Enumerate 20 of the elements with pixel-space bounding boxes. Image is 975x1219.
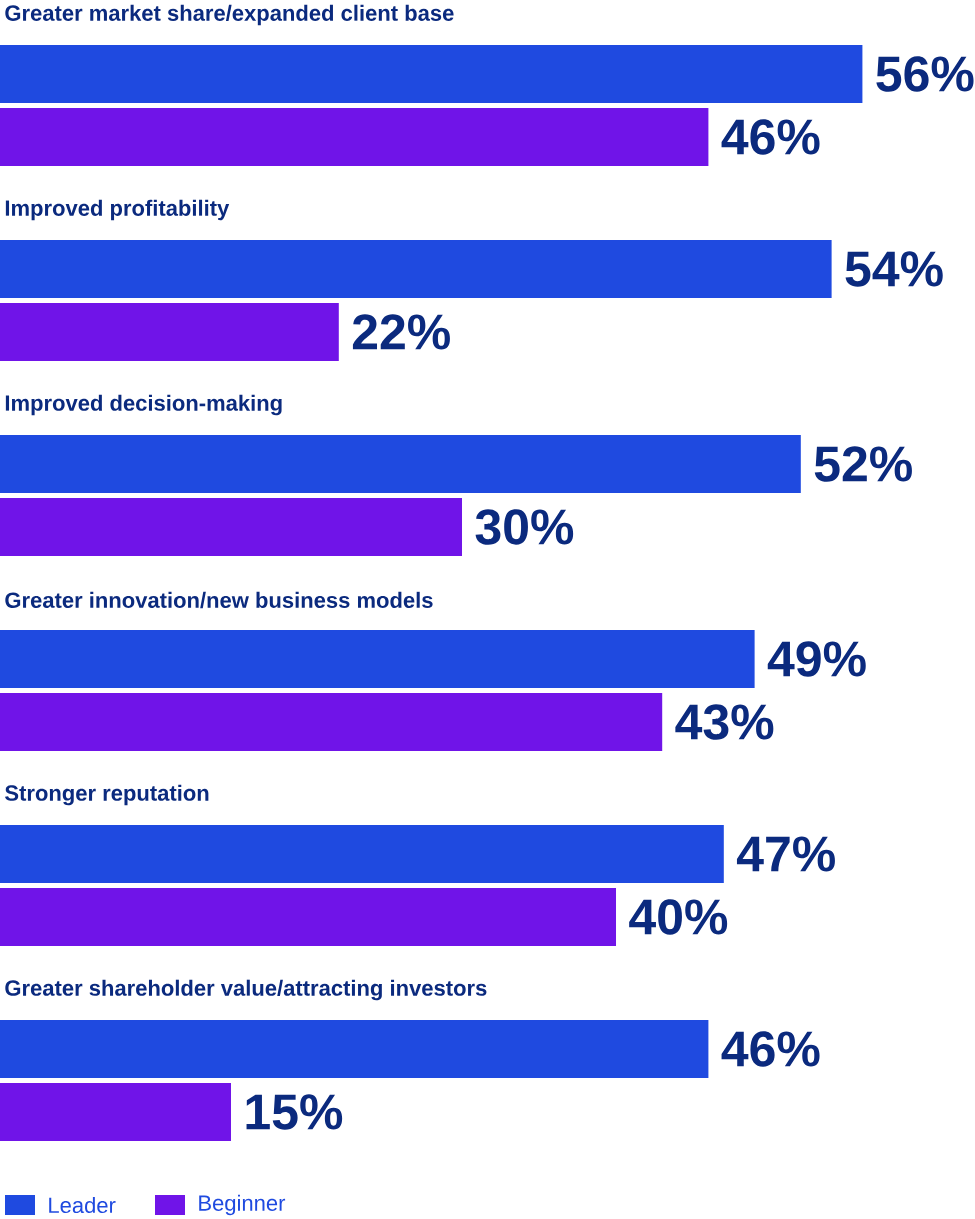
y-tick-label: Greater shareholder value/attracting investors	[5, 979, 487, 1001]
legend-label: Leader	[49, 1196, 116, 1214]
data-label: 56%	[876, 56, 974, 92]
data-label: 46%	[721, 1031, 820, 1067]
y-tick-label: Greater market share/expanded client base	[5, 4, 454, 26]
data-label: 40%	[629, 899, 728, 935]
y-tick-label: Improved profitability	[5, 199, 230, 221]
data-label: 52%	[814, 446, 912, 482]
data-label: 30%	[475, 509, 574, 545]
data-label: 47%	[737, 836, 835, 872]
data-label: 22%	[352, 314, 450, 350]
data-label: 46%	[721, 119, 820, 155]
y-tick-label: Improved decision-making	[5, 394, 282, 416]
data-label: 43%	[675, 704, 774, 740]
data-label: 49%	[767, 641, 866, 677]
legend-label: Beginner	[199, 1194, 286, 1216]
y-tick-label: Greater innovation/new business models	[5, 591, 433, 609]
data-label: 54%	[845, 251, 943, 287]
y-tick-label: Stronger reputation	[5, 784, 209, 806]
data-label: 15%	[246, 1094, 343, 1130]
